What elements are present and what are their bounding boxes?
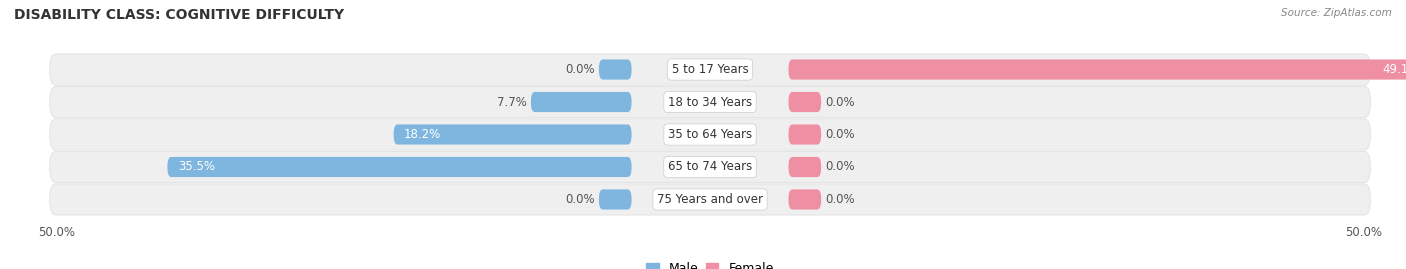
Text: 0.0%: 0.0% [825, 161, 855, 174]
Text: 0.0%: 0.0% [565, 193, 595, 206]
Text: 18 to 34 Years: 18 to 34 Years [668, 95, 752, 108]
Text: 65 to 74 Years: 65 to 74 Years [668, 161, 752, 174]
Text: 0.0%: 0.0% [825, 128, 855, 141]
FancyBboxPatch shape [531, 92, 631, 112]
Text: 35.5%: 35.5% [177, 161, 215, 174]
Text: 0.0%: 0.0% [825, 95, 855, 108]
Text: DISABILITY CLASS: COGNITIVE DIFFICULTY: DISABILITY CLASS: COGNITIVE DIFFICULTY [14, 8, 344, 22]
FancyBboxPatch shape [789, 125, 821, 144]
FancyBboxPatch shape [599, 59, 631, 80]
FancyBboxPatch shape [49, 151, 1371, 183]
FancyBboxPatch shape [167, 157, 631, 177]
Text: 7.7%: 7.7% [498, 95, 527, 108]
Text: 75 Years and over: 75 Years and over [657, 193, 763, 206]
Text: 49.1%: 49.1% [1382, 63, 1406, 76]
FancyBboxPatch shape [49, 119, 1371, 150]
FancyBboxPatch shape [789, 157, 821, 177]
Text: 35 to 64 Years: 35 to 64 Years [668, 128, 752, 141]
Text: 18.2%: 18.2% [404, 128, 441, 141]
Text: 5 to 17 Years: 5 to 17 Years [672, 63, 748, 76]
Text: 0.0%: 0.0% [565, 63, 595, 76]
FancyBboxPatch shape [789, 189, 821, 210]
FancyBboxPatch shape [789, 59, 1406, 80]
FancyBboxPatch shape [49, 184, 1371, 215]
FancyBboxPatch shape [49, 86, 1371, 118]
Text: 0.0%: 0.0% [825, 193, 855, 206]
FancyBboxPatch shape [49, 54, 1371, 85]
Text: Source: ZipAtlas.com: Source: ZipAtlas.com [1281, 8, 1392, 18]
Legend: Male, Female: Male, Female [641, 257, 779, 269]
FancyBboxPatch shape [789, 92, 821, 112]
FancyBboxPatch shape [394, 125, 631, 144]
FancyBboxPatch shape [599, 189, 631, 210]
